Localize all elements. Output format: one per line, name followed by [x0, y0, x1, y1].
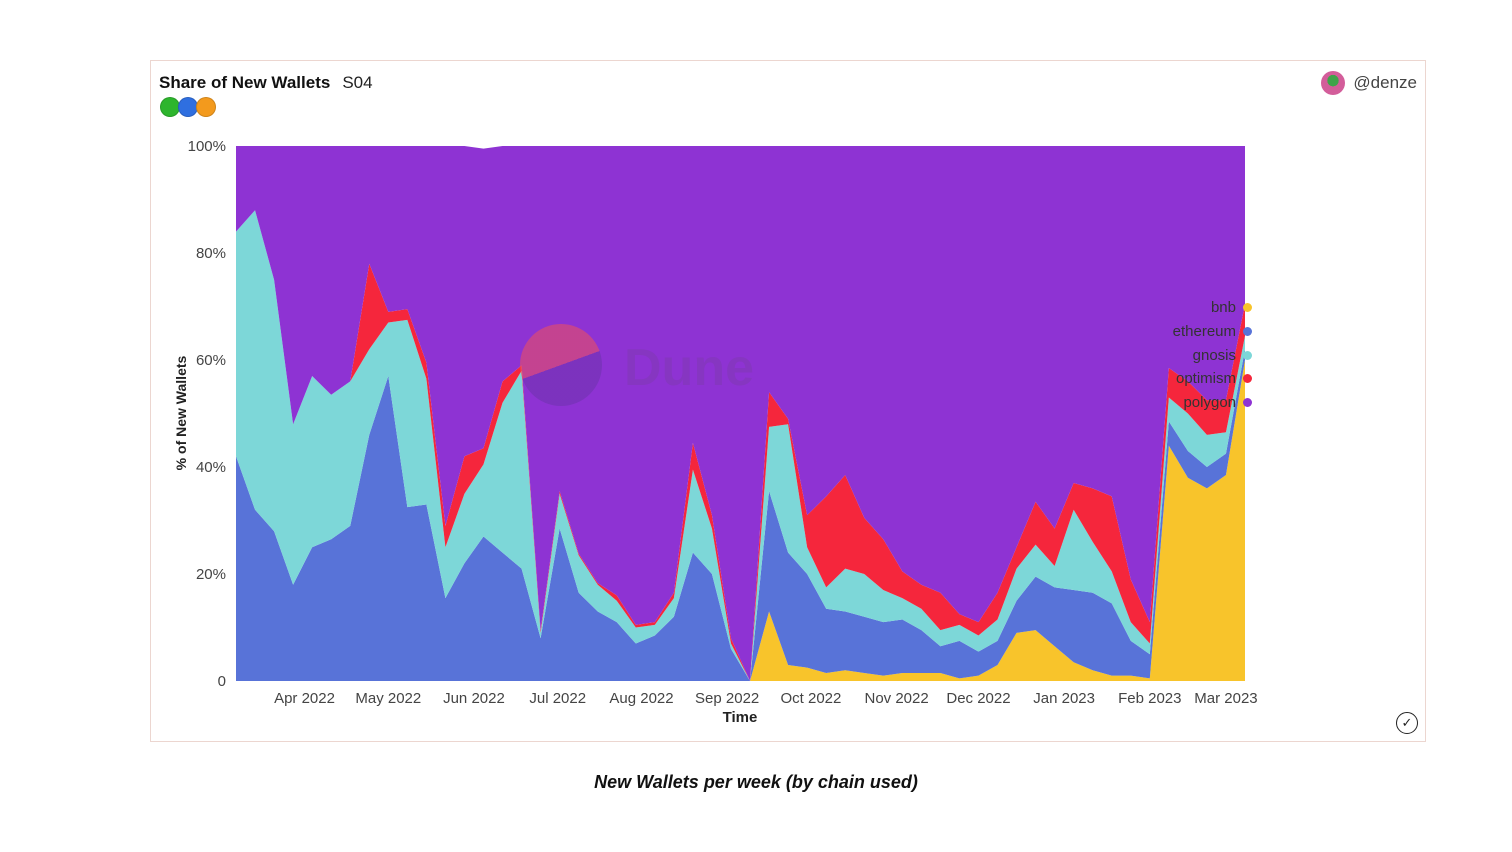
- legend-item-gnosis[interactable]: gnosis: [1150, 343, 1252, 367]
- legend-label: ethereum: [1172, 323, 1236, 341]
- chain-orange-icon: [196, 97, 216, 117]
- legend-label: bnb: [1210, 299, 1236, 317]
- y-tick-label: 60%: [196, 352, 226, 369]
- x-tick-label: Mar 2023: [1194, 690, 1257, 707]
- check-circle-icon[interactable]: ✓: [1396, 712, 1418, 734]
- figure-caption: New Wallets per week (by chain used): [594, 772, 918, 792]
- chart-subtitle: S04: [342, 73, 373, 92]
- chain-icons: [160, 97, 216, 117]
- legend-item-polygon[interactable]: polygon: [1150, 391, 1252, 415]
- avatar[interactable]: [1321, 71, 1346, 95]
- legend-item-optimism[interactable]: optimism: [1150, 367, 1252, 391]
- dune-logo-watermark: [520, 324, 602, 406]
- legend-dot-icon: [1243, 374, 1252, 384]
- x-tick-label: Apr 2022: [274, 690, 335, 707]
- x-tick-label: Jun 2022: [443, 690, 505, 707]
- x-tick-label: Dec 2022: [946, 690, 1010, 707]
- x-tick-label: Jan 2023: [1033, 690, 1095, 707]
- y-tick-label: 0: [218, 673, 226, 690]
- series-area-optimism[interactable]: [236, 210, 1245, 681]
- legend-item-bnb[interactable]: bnb: [1150, 296, 1252, 320]
- chart-title[interactable]: Share of New Wallets: [159, 73, 331, 92]
- legend-label: optimism: [1175, 370, 1236, 388]
- x-tick-label: Aug 2022: [609, 690, 673, 707]
- x-tick-label: Oct 2022: [781, 690, 842, 707]
- x-tick-label: May 2022: [355, 690, 421, 707]
- author-name[interactable]: @denze: [1353, 73, 1417, 92]
- legend-dot-icon: [1243, 303, 1252, 313]
- y-tick-label: 40%: [196, 459, 226, 476]
- legend-dot-icon: [1243, 350, 1252, 360]
- y-tick-label: 100%: [188, 138, 226, 155]
- legend-label: polygon: [1183, 394, 1236, 412]
- series-area-polygon[interactable]: [236, 146, 1245, 681]
- y-tick-label: 80%: [196, 245, 226, 262]
- legend-item-ethereum[interactable]: ethereum: [1150, 320, 1252, 344]
- y-axis-label: % of New Wallets: [173, 355, 189, 470]
- x-tick-label: Feb 2023: [1118, 690, 1181, 707]
- legend-dot-icon: [1243, 327, 1252, 337]
- x-tick-label: Nov 2022: [865, 690, 929, 707]
- chart-legend: bnb ethereum gnosis optimism polygon: [1150, 296, 1252, 414]
- x-axis-label: Time: [723, 709, 758, 726]
- x-tick-label: Jul 2022: [529, 690, 586, 707]
- dune-watermark: Dune: [624, 339, 754, 397]
- series-area-ethereum[interactable]: [236, 349, 1245, 681]
- legend-label: gnosis: [1192, 346, 1236, 364]
- legend-dot-icon: [1243, 398, 1252, 408]
- y-tick-label: 20%: [196, 566, 226, 583]
- check-wrap: ✓: [1396, 712, 1418, 734]
- author[interactable]: @denze: [1321, 71, 1417, 95]
- title-row: Share of New Wallets S04: [159, 73, 373, 93]
- x-tick-label: Sep 2022: [695, 690, 759, 707]
